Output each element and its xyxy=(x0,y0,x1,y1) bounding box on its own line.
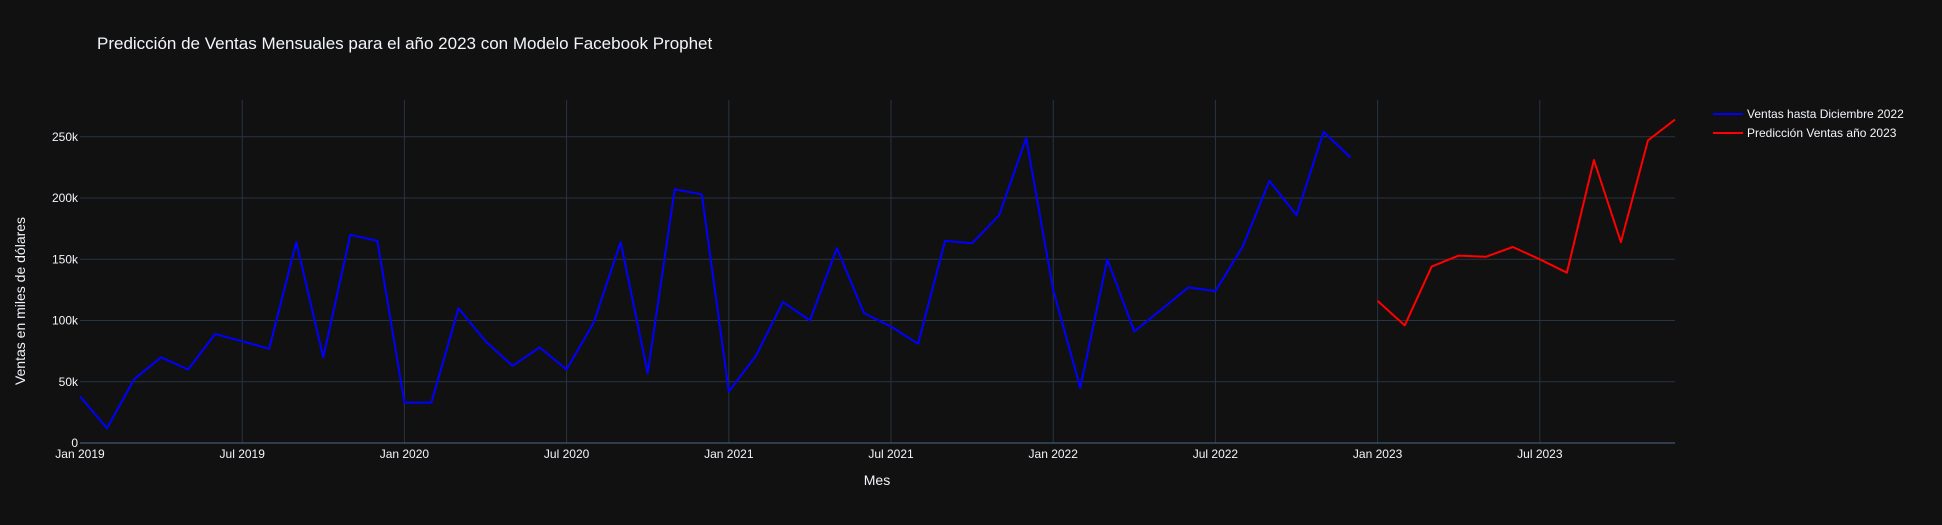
y-tick-label: 100k xyxy=(52,314,79,328)
x-tick-label: Jan 2019 xyxy=(55,447,105,461)
y-tick-label: 200k xyxy=(52,191,79,205)
legend-item-1[interactable]: Ventas hasta Diciembre 2022 xyxy=(1713,107,1904,121)
legend-label: Predicción Ventas año 2023 xyxy=(1747,126,1897,140)
legend[interactable]: Ventas hasta Diciembre 2022 Predicción Ve… xyxy=(1713,107,1904,140)
x-gridlines xyxy=(241,100,1541,443)
x-axis-tick-labels: Jan 2019 Jul 2019 Jan 2020 Jul 2020 Jan 2021… xyxy=(55,447,1563,461)
x-tick-label: Jul 2023 xyxy=(1517,447,1563,461)
x-tick-label: Jan 2021 xyxy=(704,447,754,461)
y-axis-tick-labels: 0 50k 100k 150k 200k 250k xyxy=(52,130,79,450)
y-tick-label: 150k xyxy=(52,252,79,266)
y-tick-label: 250k xyxy=(52,130,79,144)
legend-item-2[interactable]: Predicción Ventas año 2023 xyxy=(1713,126,1897,140)
x-tick-label: Jan 2023 xyxy=(1353,447,1403,461)
x-tick-label: Jul 2021 xyxy=(868,447,914,461)
y-axis-title: Ventas en miles de dólares xyxy=(12,217,28,385)
series-line-1 xyxy=(79,130,1352,430)
x-axis-title: Mes xyxy=(864,472,890,488)
x-tick-label: Jul 2020 xyxy=(544,447,590,461)
chart-title: Predicción de Ventas Mensuales para el a… xyxy=(97,34,713,53)
series-layer xyxy=(79,118,1676,430)
y-tick-label: 50k xyxy=(59,375,79,389)
legend-label: Ventas hasta Diciembre 2022 xyxy=(1747,107,1904,121)
y-gridlines xyxy=(80,136,1675,383)
x-tick-label: Jan 2020 xyxy=(380,447,430,461)
series-line-2 xyxy=(1376,118,1676,327)
x-tick-label: Jan 2022 xyxy=(1029,447,1079,461)
x-tick-label: Jul 2022 xyxy=(1193,447,1239,461)
y-tick-label: 0 xyxy=(71,436,78,450)
x-tick-label: Jul 2019 xyxy=(220,447,266,461)
